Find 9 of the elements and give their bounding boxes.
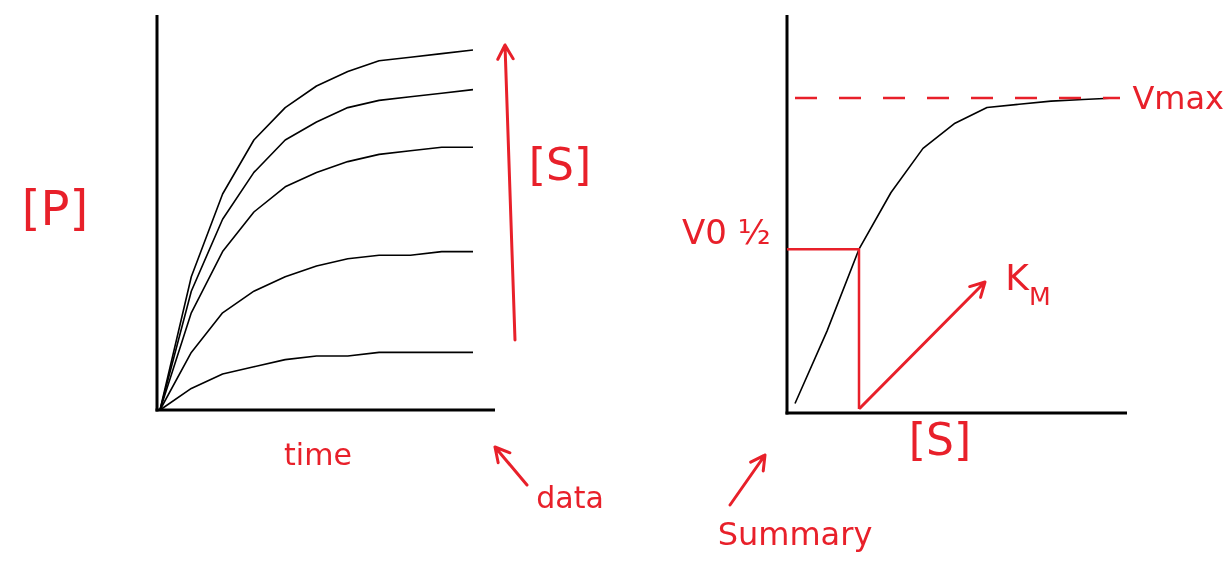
ref-line-label: V0 ½ xyxy=(682,212,771,253)
text: data xyxy=(536,480,604,515)
x-axis-title: time xyxy=(284,437,352,472)
text: Summary xyxy=(717,515,873,553)
y-axis-title: [P] xyxy=(21,180,89,236)
annotation: K$_{M}$ xyxy=(1005,257,1051,311)
x-axis-title: [S] xyxy=(908,414,972,465)
ref-line-label: Vmax xyxy=(1132,79,1224,117)
text: [S] xyxy=(528,139,592,190)
